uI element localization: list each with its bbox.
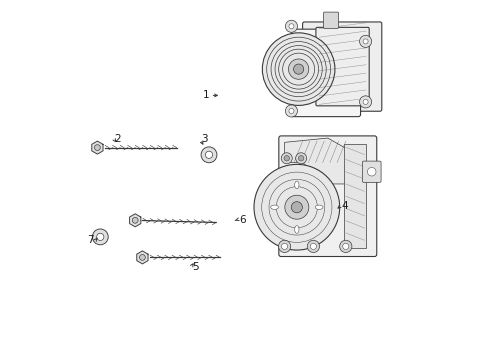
Text: 5: 5 [192, 262, 198, 272]
Circle shape [92, 229, 108, 245]
Circle shape [368, 167, 376, 176]
Circle shape [363, 39, 368, 44]
Circle shape [281, 153, 292, 164]
Circle shape [201, 147, 217, 163]
Polygon shape [344, 144, 366, 248]
Circle shape [310, 243, 317, 249]
Text: 4: 4 [342, 201, 348, 211]
Ellipse shape [315, 205, 323, 210]
Circle shape [95, 145, 100, 150]
Circle shape [254, 165, 340, 250]
FancyBboxPatch shape [292, 29, 361, 117]
Circle shape [140, 255, 146, 260]
Circle shape [360, 35, 371, 48]
Text: 6: 6 [239, 215, 245, 225]
Circle shape [291, 202, 302, 213]
Circle shape [289, 59, 309, 79]
Circle shape [289, 24, 294, 29]
Circle shape [97, 233, 104, 240]
Circle shape [298, 156, 304, 161]
Text: 2: 2 [115, 134, 121, 144]
Circle shape [132, 217, 138, 223]
Polygon shape [137, 251, 148, 264]
Circle shape [285, 20, 297, 32]
FancyBboxPatch shape [316, 27, 369, 106]
Ellipse shape [294, 226, 299, 233]
Circle shape [285, 195, 309, 219]
Polygon shape [129, 214, 141, 227]
FancyBboxPatch shape [323, 12, 339, 28]
Circle shape [289, 108, 294, 113]
Circle shape [205, 151, 213, 158]
Circle shape [284, 156, 290, 161]
FancyBboxPatch shape [279, 136, 377, 256]
FancyBboxPatch shape [363, 161, 381, 182]
Ellipse shape [294, 181, 299, 189]
Circle shape [278, 240, 291, 252]
FancyBboxPatch shape [303, 22, 382, 111]
Circle shape [295, 153, 307, 164]
Circle shape [262, 33, 335, 105]
Circle shape [340, 240, 352, 252]
Circle shape [363, 99, 368, 104]
Circle shape [282, 243, 288, 249]
Circle shape [285, 105, 297, 117]
Polygon shape [285, 138, 349, 184]
Polygon shape [92, 141, 103, 154]
Ellipse shape [270, 205, 278, 210]
Circle shape [360, 96, 371, 108]
Text: 1: 1 [203, 90, 209, 100]
Text: 7: 7 [88, 235, 94, 246]
Text: 3: 3 [201, 134, 208, 144]
Circle shape [343, 243, 349, 249]
Circle shape [307, 240, 319, 252]
Circle shape [294, 64, 304, 74]
